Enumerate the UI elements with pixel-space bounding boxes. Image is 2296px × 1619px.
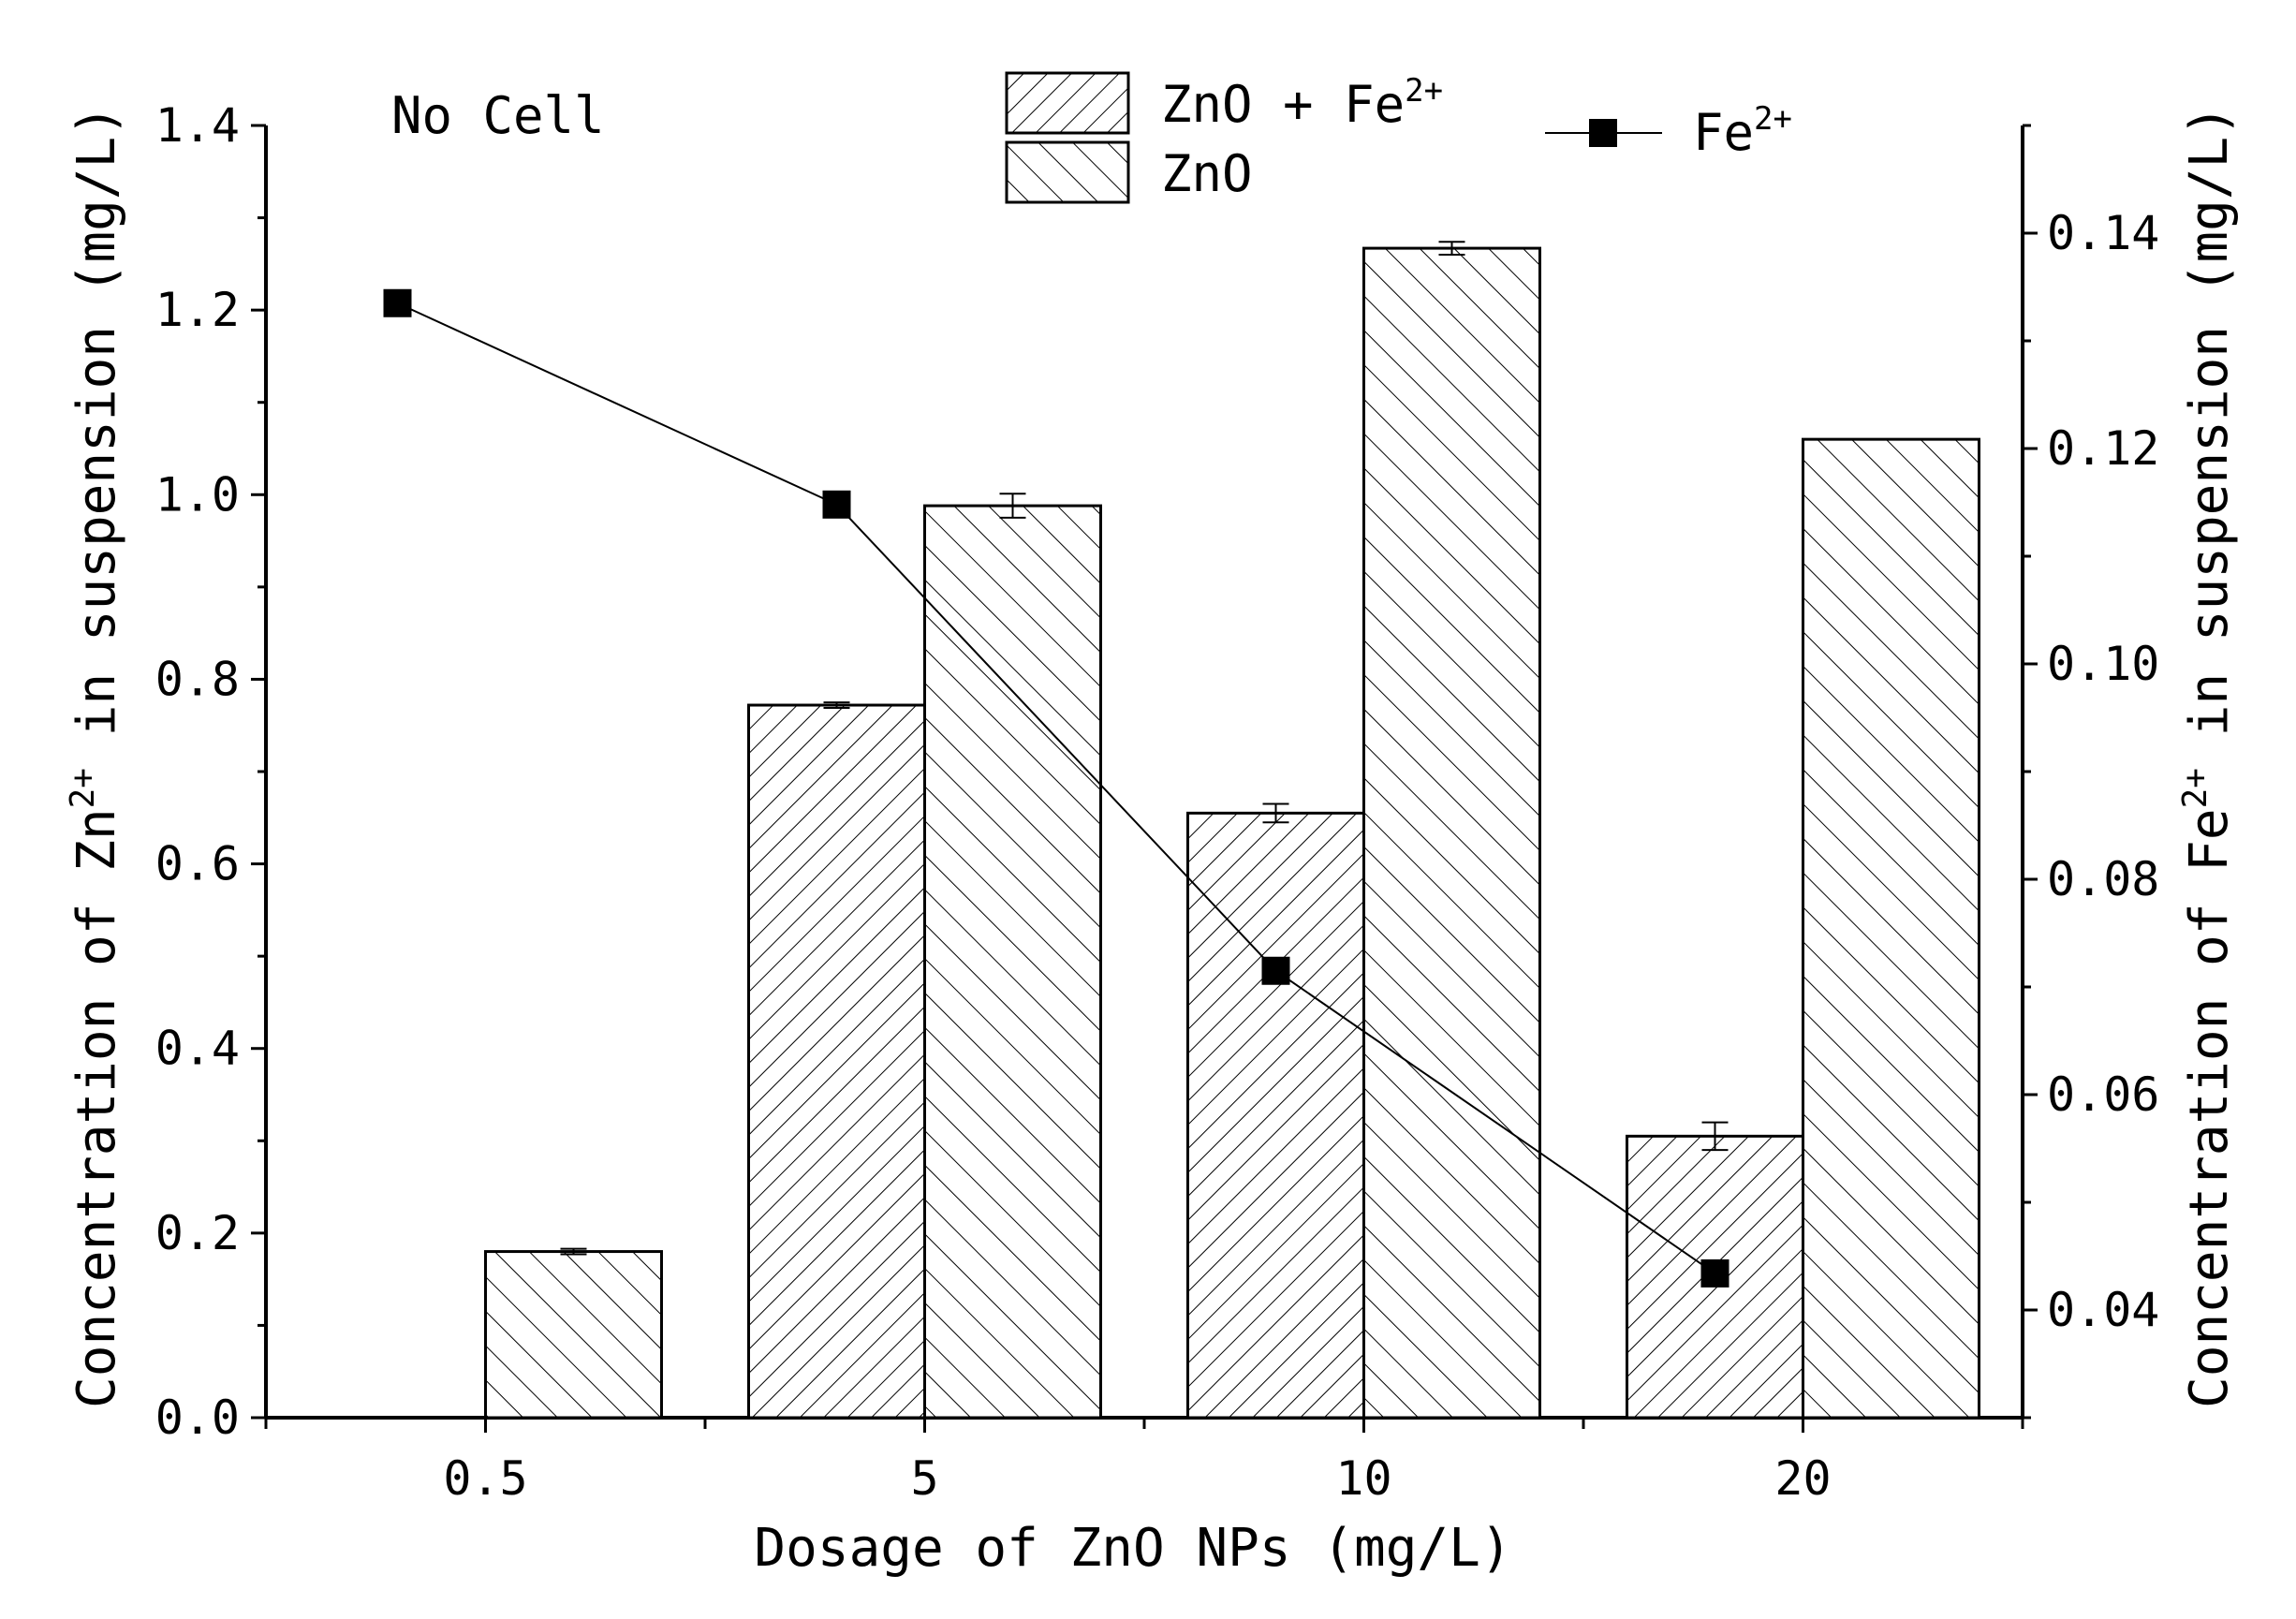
left-tick-label: 0.2 [155,1206,240,1260]
x-axis-title: Dosage of ZnO NPs (mg/L) [754,1518,1511,1579]
axes: 0.0 0.2 0.4 0.6 0.8 1.0 1.2 1.4 0.04 0.06 0.08 0.10… [155,98,2160,1506]
left-tick-label: 0.8 [155,652,240,706]
x-tick-label: 10 [1335,1451,1391,1506]
fe-marker [1700,1258,1729,1288]
legend-label-zno-fe: ZnO + Fe2+ [1161,72,1443,134]
annotation-no-cell: No Cell [391,86,605,145]
bar-zno [484,1250,663,1420]
x-tick-label: 0.5 [443,1451,527,1506]
right-tick-label: 0.04 [2047,1283,2159,1337]
right-axis-title: Concentration of Fe2+ in suspension (mg/… [2176,105,2240,1408]
x-tick-label: 5 [910,1451,938,1506]
right-tick-label: 0.12 [2047,421,2159,476]
legend-marker-fe [1589,119,1617,147]
bar-zno [1802,437,1980,1420]
bar-zno [1362,246,1541,1420]
fe-line [397,302,1716,1274]
legend-swatch-zno-fe [1005,71,1130,135]
x-tick-label: 20 [1774,1451,1831,1506]
fe-marker [822,490,851,519]
left-tick-label: 0.6 [155,837,240,891]
bar-zno-fe [1186,811,1365,1420]
right-tick-label: 0.14 [2047,206,2159,260]
fe-line-series [383,288,1729,1288]
fe-marker [1261,956,1290,985]
right-tick-label: 0.08 [2047,852,2159,906]
right-tick-label: 0.10 [2047,637,2159,691]
legend-swatch-zno [1005,140,1130,204]
error-bars [560,241,1905,1256]
right-tick-label: 0.06 [2047,1067,2159,1122]
left-tick-label: 0.4 [155,1022,240,1076]
bar-zno [923,504,1102,1420]
bar-zno-fe [747,703,926,1420]
bars [484,246,1980,1420]
left-tick-label: 1.2 [155,283,240,337]
left-tick-label: 1.0 [155,467,240,522]
legend: ZnO + Fe2+ ZnO Fe2+ [1005,71,1792,204]
left-tick-label: 0.0 [155,1391,240,1445]
legend-label-fe: Fe2+ [1693,100,1792,162]
left-tick-label: 1.4 [155,98,240,153]
legend-label-zno: ZnO [1161,144,1253,203]
left-axis-title: Concentration of Zn2+ in suspension (mg/… [64,105,127,1408]
fe-marker [383,288,412,317]
